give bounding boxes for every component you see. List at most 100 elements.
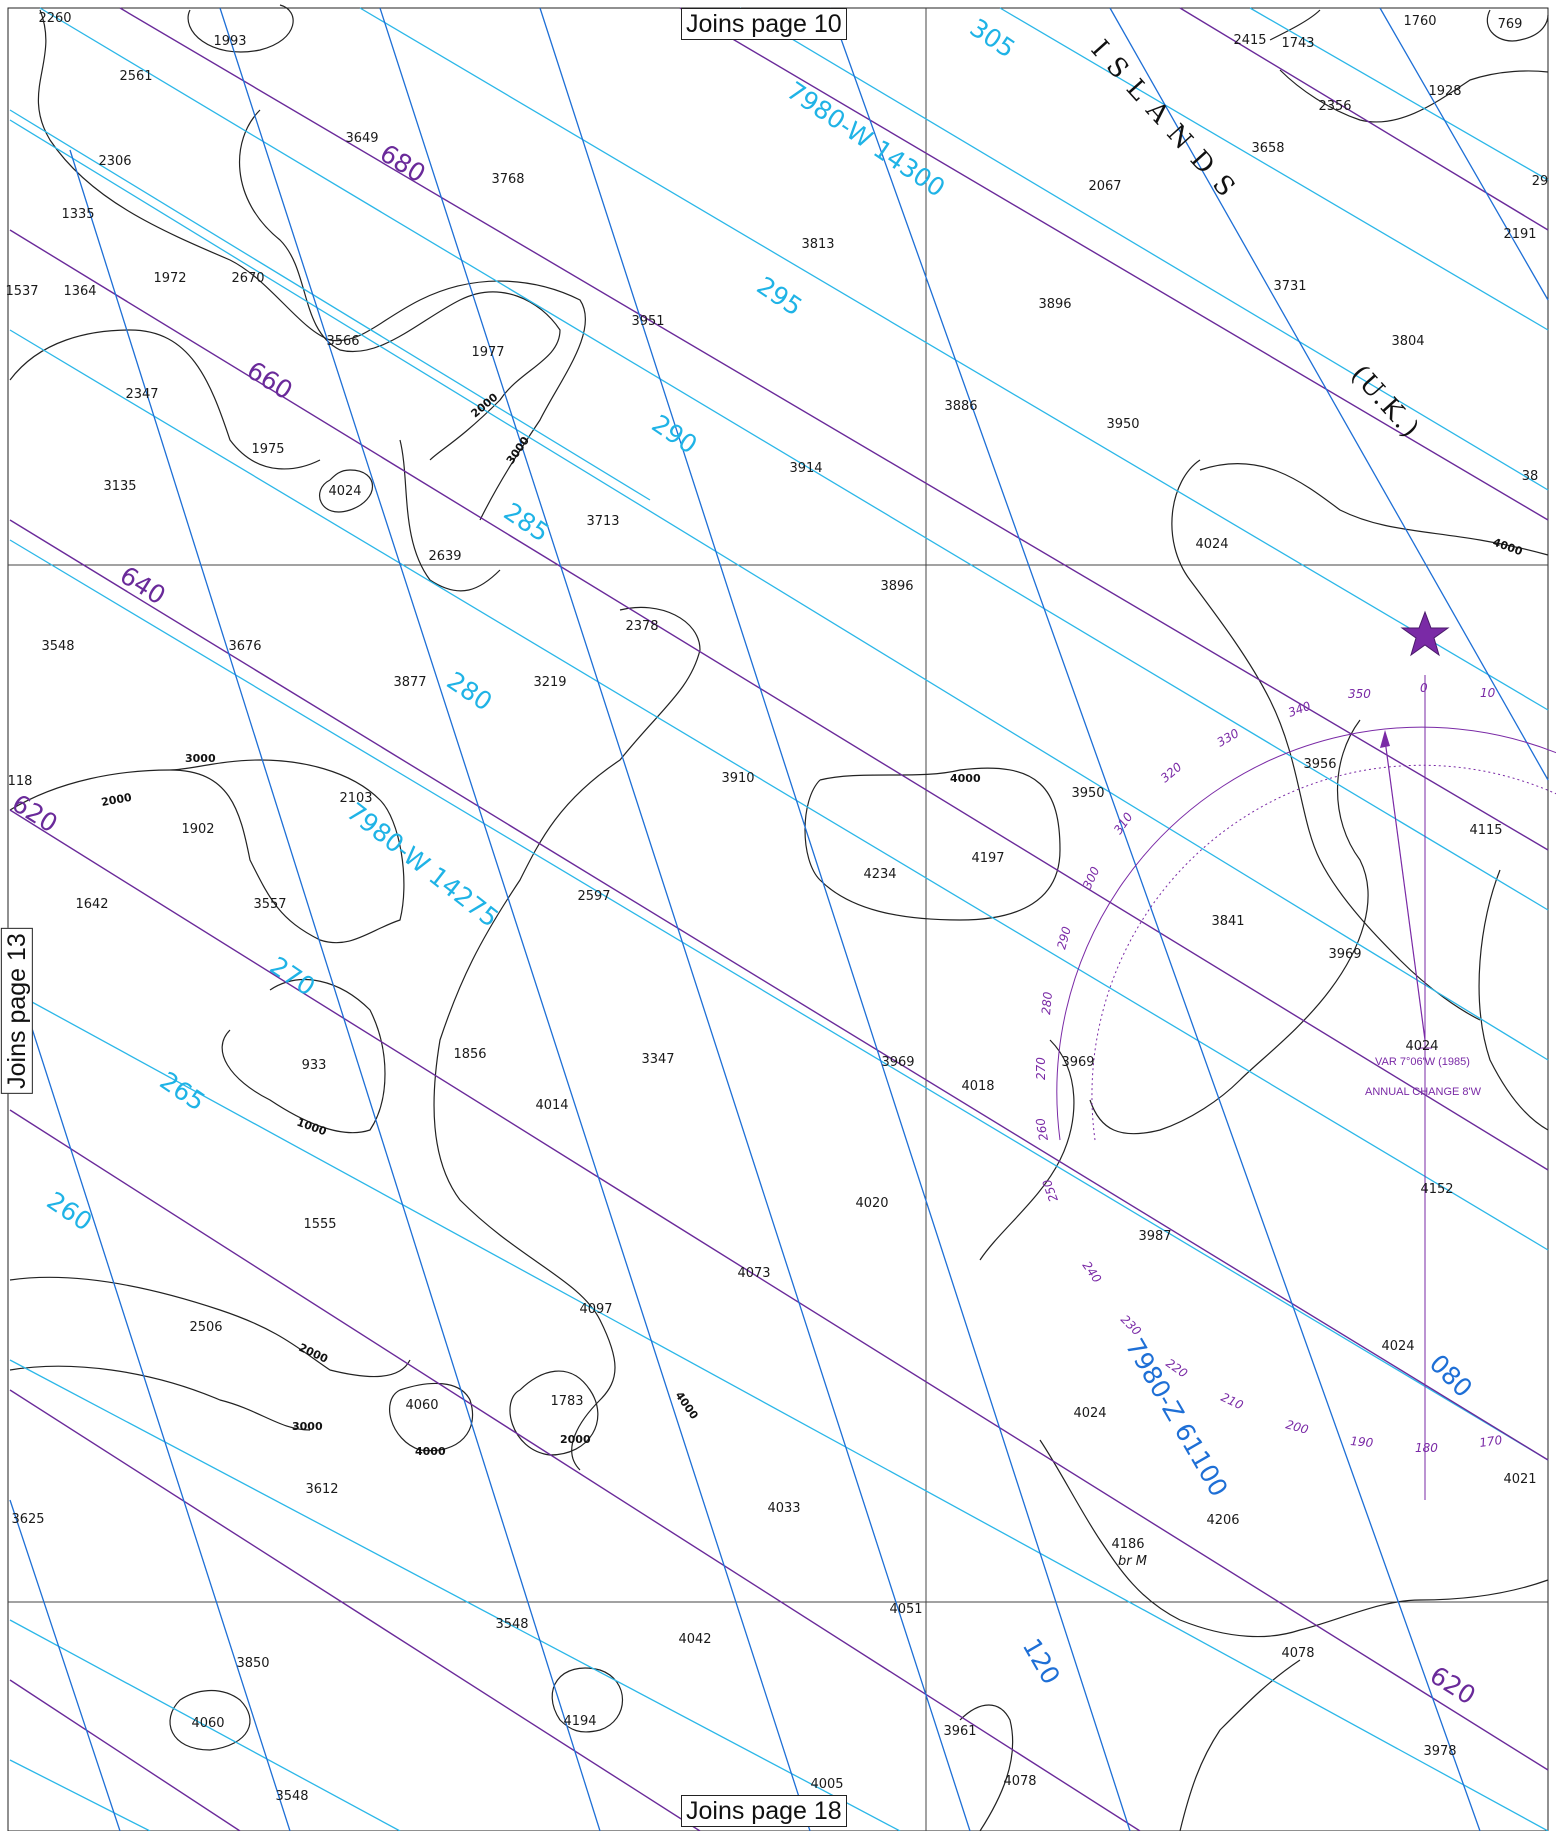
compass-degree-210: 210 <box>1219 1390 1246 1413</box>
sounding-3548: 3548 <box>495 1617 528 1632</box>
sounding-4024: 4024 <box>1073 1406 1106 1421</box>
sounding-3850: 3850 <box>236 1656 269 1671</box>
sounding-2191: 2191 <box>1503 227 1536 242</box>
sounding-3969: 3969 <box>1328 947 1361 962</box>
sounding-1364: 1364 <box>63 284 96 299</box>
graticule <box>8 8 1548 1831</box>
sounding-933: 933 <box>302 1058 327 1073</box>
compass-degree-180: 180 <box>1415 1441 1438 1455</box>
compass-inner-ring <box>1091 764 1556 1141</box>
sounding-3548: 3548 <box>41 639 74 654</box>
compass-degree-240: 240 <box>1080 1259 1105 1286</box>
islands-country: (U.K.) <box>1345 360 1426 445</box>
compass-degree-250: 250 <box>1040 1177 1061 1204</box>
sounding-1783: 1783 <box>550 1394 583 1409</box>
magnetic-north-arrow-icon <box>1380 730 1390 748</box>
join-label-left[interactable]: Joins page 13 <box>0 928 33 1094</box>
sounding-1977: 1977 <box>471 345 504 360</box>
sounding-3135: 3135 <box>103 479 136 494</box>
sounding-4024: 4024 <box>1405 1039 1438 1054</box>
sounding-3804: 3804 <box>1391 334 1424 349</box>
contour-label-4000: 4000 <box>1491 536 1525 559</box>
lop-rate-120: 120 <box>1017 1634 1066 1690</box>
sounding-1537: 1537 <box>5 284 38 299</box>
sounding-4024: 4024 <box>328 484 361 499</box>
sounding-3566: 3566 <box>326 334 359 349</box>
contour-label-4000: 4000 <box>415 1445 446 1458</box>
lop-rate-620-left: 620 <box>7 788 63 838</box>
sounding-4021: 4021 <box>1503 1472 1536 1487</box>
sounding-3548: 3548 <box>275 1789 308 1804</box>
sounding-1856: 1856 <box>453 1047 486 1062</box>
sounding-1642: 1642 <box>75 897 108 912</box>
lop-rate-680: 680 <box>375 138 431 188</box>
sounding-2639: 2639 <box>428 549 461 564</box>
compass-degree-280: 280 <box>1039 991 1055 1015</box>
sounding-4206: 4206 <box>1206 1513 1239 1528</box>
sounding-3987: 3987 <box>1138 1229 1171 1244</box>
lop-rate-270: 270 <box>265 951 321 1002</box>
compass-degree-10: 10 <box>1480 686 1496 700</box>
sounding-3950: 3950 <box>1071 786 1104 801</box>
sounding-3877: 3877 <box>393 675 426 690</box>
sounding-4078: 4078 <box>1003 1774 1036 1789</box>
bottom-note: br M <box>1118 1554 1147 1569</box>
compass-degree-200: 200 <box>1284 1417 1310 1437</box>
sounding-2103: 2103 <box>339 791 372 806</box>
sounding-4234: 4234 <box>863 867 896 882</box>
sounding-3219: 3219 <box>533 675 566 690</box>
sounding-2597: 2597 <box>577 889 610 904</box>
islands-label: I S L A N D S (U.K.) <box>1085 35 1426 445</box>
sounding-2347: 2347 <box>125 387 158 402</box>
compass-degree-300: 300 <box>1080 864 1103 891</box>
sounding-4152: 4152 <box>1420 1182 1453 1197</box>
sounding-2356: 2356 <box>1318 99 1351 114</box>
sounding-4194: 4194 <box>563 1714 596 1729</box>
join-label-bottom[interactable]: Joins page 18 <box>681 1795 847 1827</box>
sounding-2260: 2260 <box>38 11 71 26</box>
contour-label-4000: 4000 <box>673 1389 701 1422</box>
sounding-3956: 3956 <box>1303 757 1336 772</box>
lop-rate-285: 285 <box>499 497 555 548</box>
contour-label-1000: 1000 <box>295 1116 329 1139</box>
sounding-3768: 3768 <box>491 172 524 187</box>
sounding-3969: 3969 <box>881 1055 914 1070</box>
sounding-4018: 4018 <box>961 1079 994 1094</box>
sounding-1760: 1760 <box>1403 14 1436 29</box>
sounding-4033: 4033 <box>767 1501 800 1516</box>
compass-outer-ring <box>1056 726 1556 1141</box>
lop-rate-080: 080 <box>1424 1349 1478 1403</box>
sounding-4042: 4042 <box>678 1632 711 1647</box>
sounding-1975: 1975 <box>251 442 284 457</box>
sounding-3961: 3961 <box>943 1724 976 1739</box>
sounding-3914: 3914 <box>789 461 822 476</box>
sounding-3649: 3649 <box>345 131 378 146</box>
contour-label-3000: 3000 <box>504 434 532 467</box>
join-label-top[interactable]: Joins page 10 <box>681 8 847 40</box>
contour-label-2000: 2000 <box>100 791 133 809</box>
sounding-4014: 4014 <box>535 1098 568 1113</box>
sounding-2378: 2378 <box>625 619 658 634</box>
sounding-3731: 3731 <box>1273 279 1306 294</box>
sounding-118: 118 <box>8 774 33 789</box>
sounding-1972: 1972 <box>153 271 186 286</box>
lop-rate-260: 260 <box>42 1186 98 1237</box>
lop-rate-305: 305 <box>965 13 1021 64</box>
sounding-3951: 3951 <box>631 314 664 329</box>
sounding-2561: 2561 <box>119 69 152 84</box>
sounding-1993: 1993 <box>213 34 246 49</box>
sounding-3896: 3896 <box>880 579 913 594</box>
sounding-4197: 4197 <box>971 851 1004 866</box>
sounding-3841: 3841 <box>1211 914 1244 929</box>
lop-rate-280: 280 <box>442 666 498 717</box>
lop-label-w14275: 7980-W 14275 <box>341 797 504 933</box>
compass-degree-350: 350 <box>1348 687 1371 701</box>
lop-label-w14300: 7980-W 14300 <box>782 76 951 203</box>
compass-degree-270: 270 <box>1034 1057 1048 1080</box>
sounding-3557: 3557 <box>253 897 286 912</box>
sounding-2067: 2067 <box>1088 179 1121 194</box>
compass-annual-change: ANNUAL CHANGE 8'W <box>1365 1086 1482 1098</box>
sounding-4186: 4186 <box>1111 1537 1144 1552</box>
sounding-2415: 2415 <box>1233 33 1266 48</box>
